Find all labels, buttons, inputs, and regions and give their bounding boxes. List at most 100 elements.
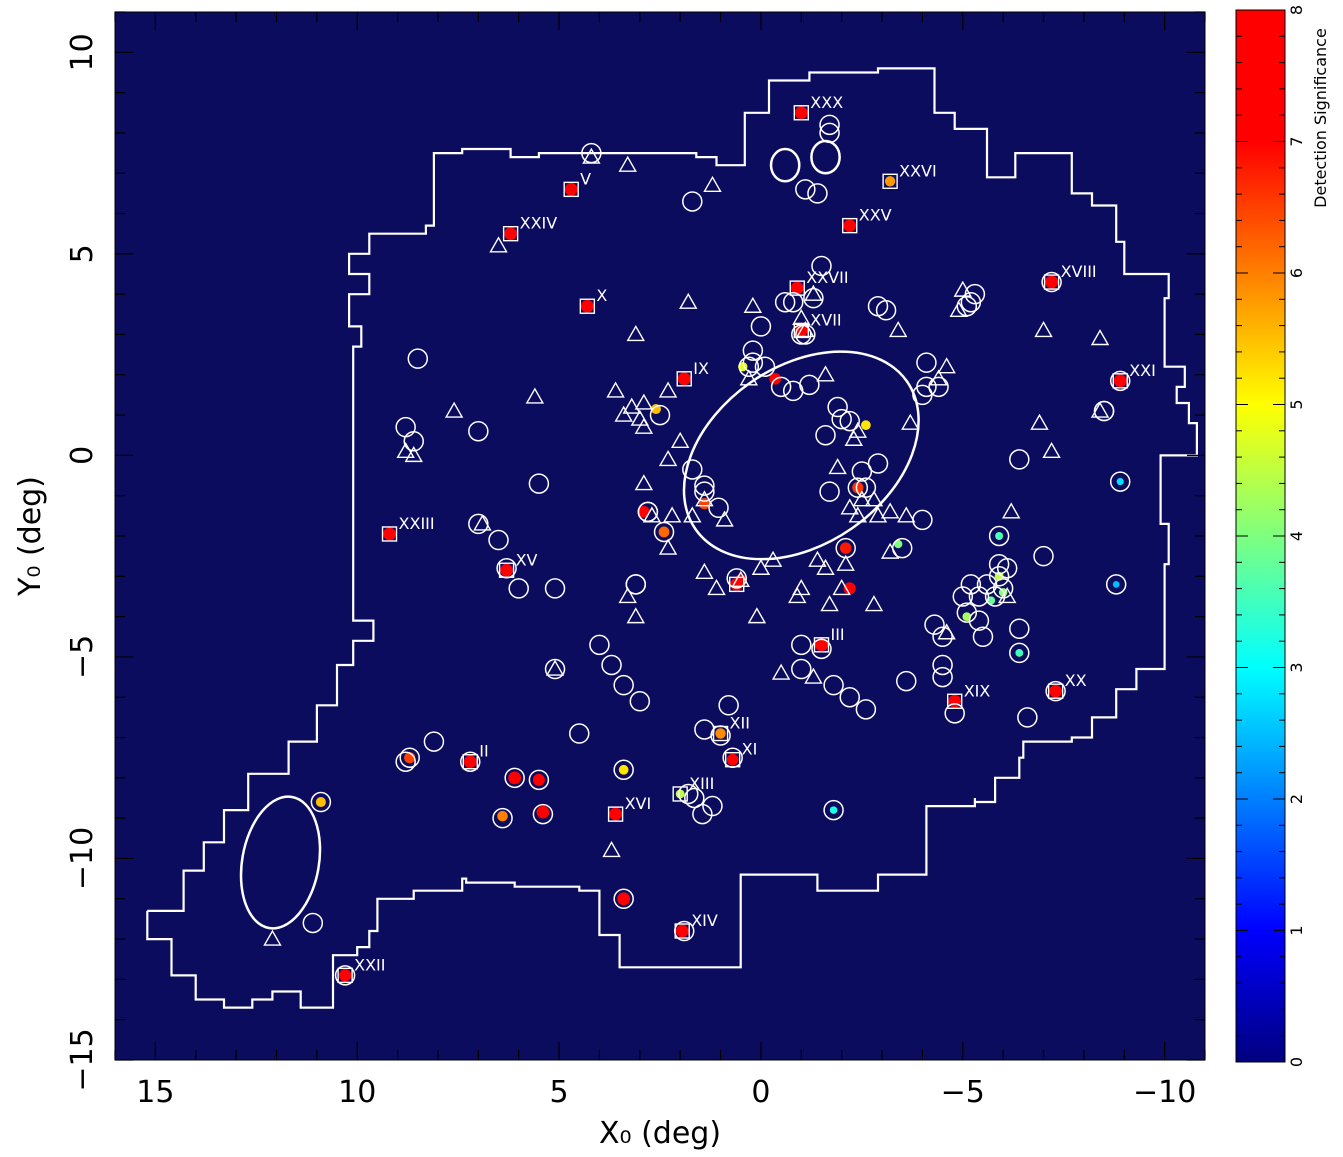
triangle-marker-59 bbox=[751, 558, 771, 575]
circle-marker-127 bbox=[1041, 271, 1062, 293]
triangle-marker-66 bbox=[832, 578, 851, 596]
square-marker-12 bbox=[842, 217, 858, 234]
circle-marker-5 bbox=[819, 122, 840, 144]
circle-marker-41 bbox=[847, 477, 869, 498]
square-marker-4 bbox=[498, 562, 515, 578]
detection-42 bbox=[893, 539, 903, 549]
square-marker-16 bbox=[1112, 373, 1128, 389]
detection-label-15: XVIII bbox=[1061, 262, 1097, 281]
footprint-layer bbox=[146, 67, 1199, 1009]
y-tick-label: −5 bbox=[65, 635, 100, 679]
triangle-marker-46 bbox=[897, 506, 916, 523]
detection-30 bbox=[497, 810, 508, 822]
detection-31 bbox=[618, 764, 629, 775]
marker-layer bbox=[263, 105, 1131, 986]
triangle-marker-6 bbox=[804, 284, 823, 301]
detection-5 bbox=[463, 755, 477, 769]
circle-marker-66 bbox=[968, 586, 990, 607]
triangle-marker-40 bbox=[852, 490, 872, 507]
triangle-marker-24 bbox=[816, 365, 835, 382]
circle-marker-45 bbox=[682, 459, 703, 480]
ellipse-1 bbox=[239, 795, 322, 930]
triangle-marker-18 bbox=[634, 393, 654, 410]
colorbar-tick-label: 4 bbox=[1287, 531, 1306, 541]
y-tick-label: −10 bbox=[65, 827, 100, 890]
y-tick-label: 10 bbox=[65, 33, 100, 71]
circle-marker-125 bbox=[1045, 680, 1066, 702]
circle-marker-8 bbox=[782, 291, 804, 313]
detection-51 bbox=[1112, 580, 1120, 588]
detection-47 bbox=[986, 596, 996, 605]
circle-marker-40 bbox=[851, 461, 873, 482]
detection-label-8: XXII bbox=[354, 955, 385, 974]
triangle-marker-19 bbox=[622, 397, 641, 414]
circle-marker-73 bbox=[968, 610, 990, 631]
triangle-marker-76 bbox=[263, 929, 282, 946]
detection-16 bbox=[1113, 374, 1127, 388]
circle-marker-42 bbox=[855, 477, 877, 498]
circle-marker-4 bbox=[819, 114, 840, 136]
detection-label-14: XVII bbox=[810, 310, 841, 329]
detection-40 bbox=[843, 582, 856, 595]
triangle-marker-48 bbox=[1002, 502, 1021, 519]
triangle-marker-34 bbox=[404, 445, 423, 463]
detection-label-10: XXX bbox=[810, 93, 843, 112]
circle-marker-9 bbox=[803, 287, 824, 309]
detection-28 bbox=[532, 773, 545, 786]
circle-marker-67 bbox=[984, 586, 1006, 607]
circle-marker-119 bbox=[334, 965, 356, 986]
detection-29 bbox=[536, 805, 550, 819]
circle-marker-36 bbox=[827, 396, 848, 418]
detection-label-6: XVI bbox=[625, 794, 652, 813]
detection-50 bbox=[1015, 648, 1024, 657]
square-marker-17 bbox=[729, 576, 745, 593]
triangle-marker-32 bbox=[525, 387, 545, 404]
circle-marker-37 bbox=[815, 424, 836, 446]
circle-marker-105 bbox=[855, 699, 877, 720]
detection-33 bbox=[638, 505, 650, 518]
circle-marker-72 bbox=[956, 602, 978, 623]
detection-13 bbox=[790, 281, 804, 295]
square-marker-10 bbox=[793, 105, 809, 121]
triangle-marker-5 bbox=[743, 296, 763, 313]
circle-marker-47 bbox=[694, 481, 715, 502]
circle-marker-21 bbox=[754, 356, 776, 377]
circle-marker-46 bbox=[694, 475, 715, 496]
circle-marker-104 bbox=[839, 686, 860, 708]
x-axis-label: X₀ (deg) bbox=[599, 1116, 721, 1151]
detection-22 bbox=[726, 753, 739, 766]
colorbar-tick-label: 2 bbox=[1287, 794, 1306, 804]
circle-marker-102 bbox=[791, 658, 812, 680]
triangle-marker-33 bbox=[396, 441, 415, 459]
triangle-marker-63 bbox=[808, 550, 827, 567]
circle-marker-6 bbox=[811, 255, 832, 277]
triangle-marker-68 bbox=[864, 595, 884, 612]
detection-8 bbox=[338, 969, 352, 982]
triangle-marker-65 bbox=[820, 595, 839, 612]
triangle-marker-49 bbox=[642, 506, 662, 523]
circle-marker-52 bbox=[508, 578, 529, 599]
circle-marker-85 bbox=[1109, 471, 1131, 492]
triangle-marker-30 bbox=[1090, 401, 1110, 418]
detection-label-11: XXVI bbox=[899, 161, 937, 180]
detection-39 bbox=[861, 420, 871, 431]
detection-21 bbox=[715, 728, 726, 739]
triangle-marker-52 bbox=[683, 506, 702, 523]
circle-marker-50 bbox=[488, 529, 509, 551]
square-marker-13 bbox=[789, 280, 805, 296]
circle-marker-71 bbox=[952, 586, 974, 607]
x-tick-label: 15 bbox=[136, 1075, 174, 1110]
circle-marker-91 bbox=[544, 658, 566, 680]
circle-marker-70 bbox=[992, 578, 1014, 599]
detection-35 bbox=[650, 404, 661, 415]
circle-marker-118 bbox=[302, 912, 324, 934]
colorbar-tick-label: 0 bbox=[1287, 1057, 1306, 1067]
detection-label-12: XXV bbox=[859, 206, 892, 225]
circle-marker-83 bbox=[1033, 545, 1054, 567]
x-tick-label: 0 bbox=[751, 1075, 770, 1110]
square-marker-21 bbox=[712, 725, 729, 742]
circle-marker-122 bbox=[460, 751, 481, 772]
triangle-marker-11 bbox=[888, 321, 908, 338]
detection-18 bbox=[815, 638, 828, 652]
triangle-marker-53 bbox=[695, 490, 714, 507]
